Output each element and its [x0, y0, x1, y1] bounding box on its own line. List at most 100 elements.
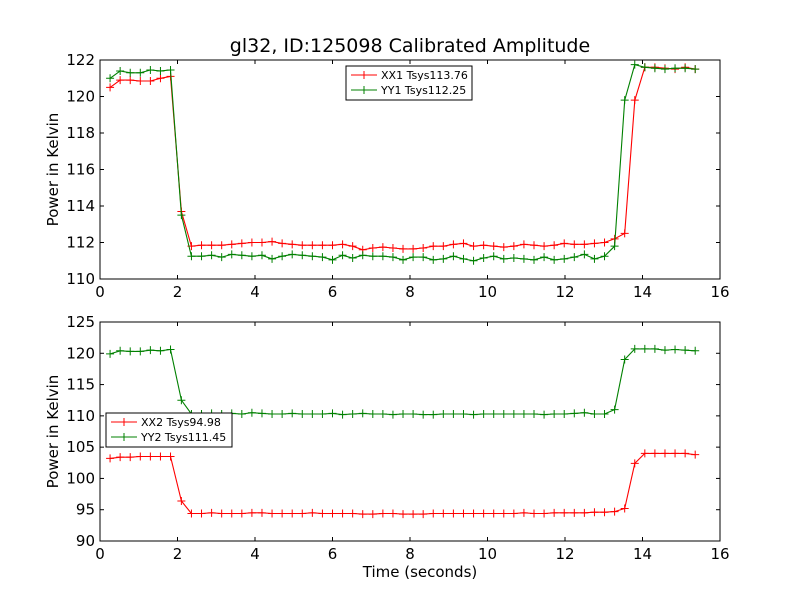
legend-swatch-marker: [120, 418, 128, 426]
data-point: [116, 453, 125, 462]
data-point: [268, 237, 277, 246]
data-point: [207, 251, 216, 260]
y-axis-label: Power in Kelvin: [44, 113, 62, 227]
data-point: [268, 509, 277, 518]
data-point: [368, 510, 377, 519]
data-point: [338, 240, 347, 249]
x-tick-label: 6: [328, 283, 338, 301]
data-point: [509, 242, 518, 251]
data-point: [489, 252, 498, 261]
data-point: [177, 396, 186, 405]
data-point: [116, 66, 125, 75]
data-point: [560, 239, 569, 248]
data-point: [207, 508, 216, 517]
data-point: [378, 243, 387, 252]
data-point: [590, 239, 599, 248]
data-point: [419, 253, 428, 262]
data-point: [399, 244, 408, 253]
data-point: [126, 76, 135, 85]
data-point: [288, 250, 297, 259]
x-tick-label: 2: [173, 283, 183, 301]
data-point: [630, 60, 639, 69]
data-point: [257, 251, 266, 260]
data-point: [348, 242, 357, 251]
data-point: [530, 509, 538, 518]
data-point: [348, 409, 357, 418]
data-point: [660, 346, 669, 355]
data-point: [146, 76, 155, 85]
data-point: [499, 409, 508, 418]
data-point: [469, 242, 478, 251]
data-point: [278, 252, 287, 261]
data-point: [469, 410, 478, 419]
data-point: [580, 240, 589, 249]
data-point: [227, 250, 236, 259]
y-tick-label: 122: [66, 51, 95, 69]
data-point: [358, 409, 367, 418]
data-point: [146, 452, 155, 461]
data-point: [288, 409, 297, 418]
data-point: [560, 254, 569, 263]
data-point: [388, 253, 397, 262]
data-point: [479, 509, 488, 518]
data-point: [580, 250, 589, 259]
data-point: [540, 253, 549, 262]
data-point: [388, 410, 397, 419]
data-point: [449, 409, 458, 418]
data-point: [530, 409, 538, 418]
data-point: [399, 510, 408, 519]
data-point: [217, 253, 226, 262]
data-point: [439, 254, 448, 263]
data-point: [368, 243, 377, 252]
data-point: [358, 251, 367, 260]
data-point: [197, 509, 206, 518]
data-point: [530, 255, 538, 264]
data-point: [610, 405, 619, 414]
data-point: [378, 509, 387, 518]
data-point: [318, 241, 327, 250]
data-point: [459, 239, 468, 248]
data-point: [106, 83, 115, 92]
data-point: [519, 409, 528, 418]
y-tick-label: 110: [66, 270, 95, 288]
data-point: [136, 347, 145, 356]
data-point: [479, 409, 488, 418]
data-point: [268, 409, 277, 418]
data-point: [308, 252, 317, 261]
data-point: [519, 240, 528, 249]
legend-entry-label: YY1 Tsys112.25: [380, 84, 466, 97]
x-tick-label: 14: [633, 545, 652, 563]
x-axis-label: Time (seconds): [362, 563, 478, 581]
data-point: [328, 509, 337, 518]
data-point: [640, 449, 649, 458]
y-tick-label: 120: [66, 344, 95, 362]
x-tick-label: 4: [250, 283, 260, 301]
data-point: [620, 96, 629, 105]
data-point: [620, 504, 629, 513]
x-tick-label: 8: [405, 283, 415, 301]
legend: XX2 Tsys94.98 YY2 Tsys111.45: [105, 412, 233, 448]
top-amplitude-panel: 0 2 4 6 8 10 12 14 16 110 112 114 116 118 120 122 Power …: [44, 51, 730, 301]
x-tick-label: 14: [633, 283, 652, 301]
data-point: [247, 252, 256, 261]
data-point: [146, 66, 155, 75]
data-point: [288, 509, 297, 518]
data-point: [116, 346, 125, 355]
data-point: [278, 509, 287, 518]
y-tick-label: 105: [66, 438, 95, 456]
data-point: [409, 510, 418, 519]
data-point: [338, 410, 347, 419]
data-point: [278, 409, 287, 418]
data-point: [570, 508, 579, 517]
data-point: [449, 240, 458, 249]
data-point: [126, 347, 135, 356]
data-point: [671, 64, 680, 73]
data-point: [429, 509, 438, 518]
data-point: [671, 449, 680, 458]
y-tick-label: 90: [76, 532, 95, 550]
y-tick-label: 100: [66, 469, 95, 487]
data-point: [590, 254, 599, 263]
series-line-0: [110, 452, 696, 515]
x-tick-label: 0: [95, 283, 105, 301]
